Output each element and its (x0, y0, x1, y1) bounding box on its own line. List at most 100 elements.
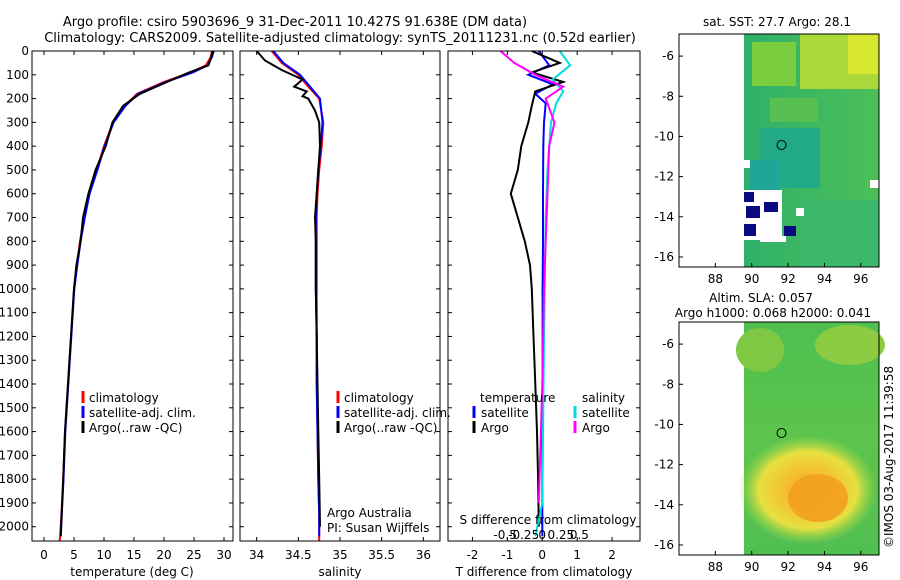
sst-missing-data (744, 160, 750, 168)
legend-satellite-label: satellite-adj. clim. (89, 406, 196, 420)
y-tick-label: 700 (6, 211, 29, 225)
s-diff-tick-label: 0.5 (570, 528, 589, 542)
sst-patch (800, 200, 879, 267)
x-tick-label: 35 (332, 548, 347, 562)
salinity-legend: climatology satellite-adj. clim. Argo(..… (336, 391, 451, 435)
map-x-tick-label: 88 (708, 560, 723, 574)
sst-field (744, 34, 879, 267)
difference-axes-frame (447, 50, 641, 542)
x-tick-label: 34.5 (285, 548, 312, 562)
x-tick-label: 34 (249, 548, 264, 562)
legend-salinity-title: salinity (582, 391, 625, 405)
y-tick-label: 2000 (0, 520, 29, 534)
map-y-tick-label: -6 (662, 49, 674, 63)
y-tick-label: 800 (6, 234, 29, 248)
sst-warm-patch (752, 42, 796, 86)
legend-temp-argo-label: Argo (481, 421, 509, 435)
x-tick-label: 30 (216, 548, 231, 562)
map-x-tick-label: 94 (817, 560, 832, 574)
sla-peak-anomaly (788, 474, 848, 522)
x-tick-label: 10 (96, 548, 111, 562)
y-tick-label: 100 (6, 68, 29, 82)
credit-line1: Argo Australia (327, 506, 412, 520)
s-diff-tick-label: 0 (538, 528, 546, 542)
series-satellite-adj-clim--line (59, 50, 215, 537)
sst-cold-pixel (764, 202, 778, 212)
legend-argo-label: Argo(..raw -QC) (89, 421, 182, 435)
x-tick-label: 2 (608, 548, 616, 562)
temperature-legend: climatology satellite-adj. clim. Argo(..… (81, 391, 196, 435)
difference-legend: temperature satellite Argo salinity sate… (472, 391, 630, 435)
x-tick-label: 0 (538, 548, 546, 562)
y-tick-label: 300 (6, 115, 29, 129)
series-argo-raw-qc--line (255, 50, 322, 527)
y-tick-label: 1600 (0, 425, 29, 439)
y-tick-label: 200 (6, 92, 29, 106)
legend-satellite-label: satellite-adj. clim. (344, 406, 451, 420)
x-tick-label: 1 (573, 548, 581, 562)
series-climatology-line (58, 50, 213, 542)
legend-temp-satellite-label: satellite (481, 406, 529, 420)
s-diff-tick-label: -0.5 (493, 528, 516, 542)
y-tick-label: 1800 (0, 472, 29, 486)
sla-map-title2: Argo h1000: 0.068 h2000: 0.041 (675, 306, 871, 320)
x-tick-label: -2 (466, 548, 478, 562)
y-tick-label: 1400 (0, 377, 29, 391)
y-tick-label: 1500 (0, 401, 29, 415)
map-y-tick-label: -12 (654, 458, 674, 472)
series-temperature-argo-line (509, 50, 567, 527)
y-tick-label: 1000 (0, 282, 29, 296)
map-x-tick-label: 88 (708, 272, 723, 286)
sst-missing-data (796, 208, 804, 216)
series-argo-raw-qc--line (59, 50, 214, 537)
map-x-tick-label: 96 (853, 560, 868, 574)
sst-cold-pixel (746, 206, 760, 218)
legend-temperature-title: temperature (480, 391, 555, 405)
x-tick-label: 25 (186, 548, 201, 562)
sst-missing-data (870, 180, 879, 188)
credit-line2: PI: Susan Wijffels (327, 521, 429, 535)
map-x-tick-label: 92 (780, 560, 795, 574)
difference-xlabel: T difference from climatology (455, 565, 633, 579)
salinity-panel: 34 34.5 35 35.5 36 climatology satellite-adj… (239, 50, 451, 579)
sla-argo-position-marker (776, 428, 787, 438)
map-y-tick-label: -16 (654, 538, 674, 552)
sst-map: sat. SST: 27.7 Argo: 28.1 88 90 92 94 96 -6 -8… (654, 15, 880, 286)
map-y-tick-label: -14 (654, 498, 674, 512)
y-tick-label: 900 (6, 258, 29, 272)
y-tick-label: 1200 (0, 329, 29, 343)
copyright-stamp: ©IMOS 03-Aug-2017 11:39:58 (882, 366, 896, 548)
sst-warm-patch (848, 34, 879, 74)
sst-map-frame (678, 33, 880, 268)
x-tick-label: 0 (40, 548, 48, 562)
sst-patch (770, 98, 818, 122)
x-tick-label: 15 (126, 548, 141, 562)
s-diff-tick-label: -0.25 (508, 528, 539, 542)
map-y-tick-label: -10 (654, 417, 674, 431)
map-y-tick-label: -16 (654, 250, 674, 264)
map-y-tick-label: -12 (654, 170, 674, 184)
series-salinity-argo-line (499, 50, 566, 503)
map-y-tick-label: -8 (662, 377, 674, 391)
figure-title-line2: Climatology: CARS2009. Satellite-adjuste… (44, 31, 636, 46)
s-diff-tick-label: 0.25 (547, 528, 574, 542)
sst-cold-pixel (744, 224, 756, 236)
map-y-tick-label: -14 (654, 210, 674, 224)
salinity-xlabel: salinity (318, 565, 361, 579)
y-tick-label: 400 (6, 139, 29, 153)
sst-missing-data (760, 236, 786, 242)
map-y-tick-label: -8 (662, 89, 674, 103)
x-tick-label: 20 (156, 548, 171, 562)
sla-map-frame (678, 321, 880, 556)
map-x-tick-label: 94 (817, 272, 832, 286)
y-tick-label: 1700 (0, 448, 29, 462)
sla-map: Altim. SLA: 0.057 Argo h1000: 0.068 h200… (654, 291, 885, 574)
sla-map-title1: Altim. SLA: 0.057 (709, 291, 813, 305)
s-difference-title: S difference from climatology (460, 513, 637, 527)
y-tick-label: 500 (6, 163, 29, 177)
sst-cold-pixel (744, 192, 754, 202)
y-tick-label: 0 (21, 44, 29, 58)
legend-argo-label: Argo(..raw -QC) (344, 421, 437, 435)
temperature-xlabel: temperature (deg C) (70, 565, 193, 579)
